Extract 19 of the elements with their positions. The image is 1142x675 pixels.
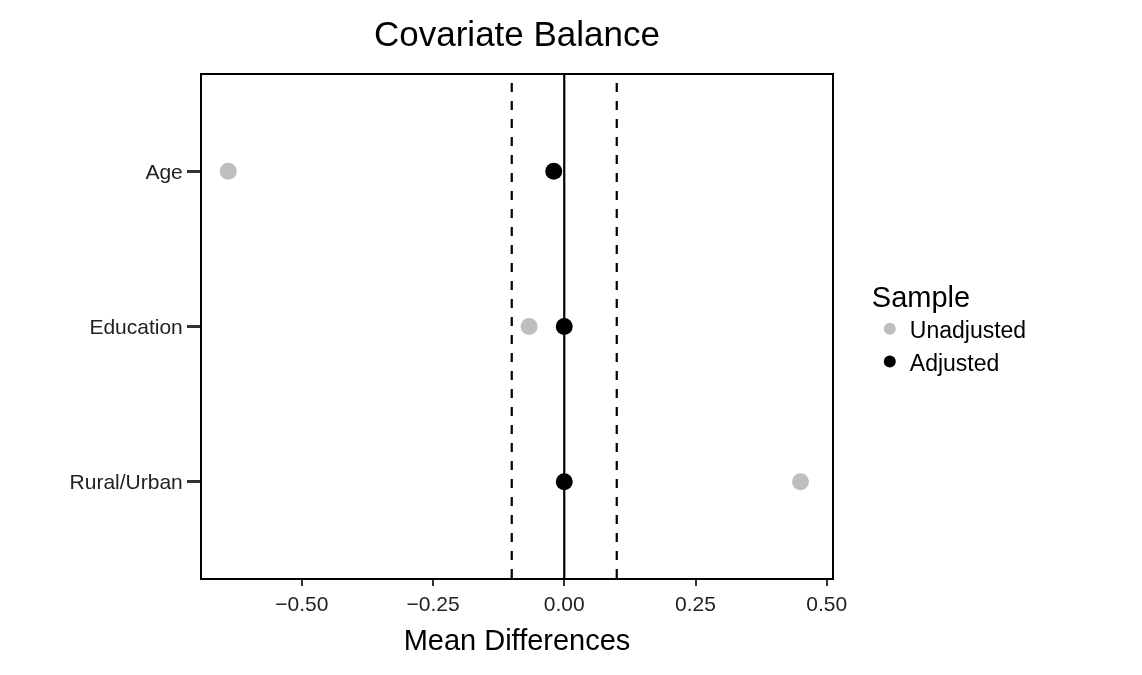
point <box>545 162 563 180</box>
y-tick-label: Rural/Urban <box>69 470 183 494</box>
x-tick-label: 0.00 <box>543 592 585 616</box>
point <box>555 318 573 335</box>
x-tick-label: −0.25 <box>406 592 460 616</box>
point <box>792 473 809 491</box>
point <box>219 162 237 180</box>
x-tick-label: 0.25 <box>675 592 716 616</box>
legend-title: Sample <box>871 281 971 314</box>
y-tick-label: Age <box>145 159 183 183</box>
x-tick-label: −0.50 <box>275 592 329 616</box>
chart-title: Covariate Balance <box>374 14 660 53</box>
point <box>555 473 573 491</box>
x-tick-label: 0.50 <box>806 592 848 616</box>
y-tick-label: Education <box>89 314 183 338</box>
point <box>520 318 538 335</box>
x-axis-title: Mean Differences <box>403 623 631 656</box>
legend-label: Adjusted <box>909 349 1000 376</box>
legend-label: Unadjusted <box>909 316 1027 343</box>
